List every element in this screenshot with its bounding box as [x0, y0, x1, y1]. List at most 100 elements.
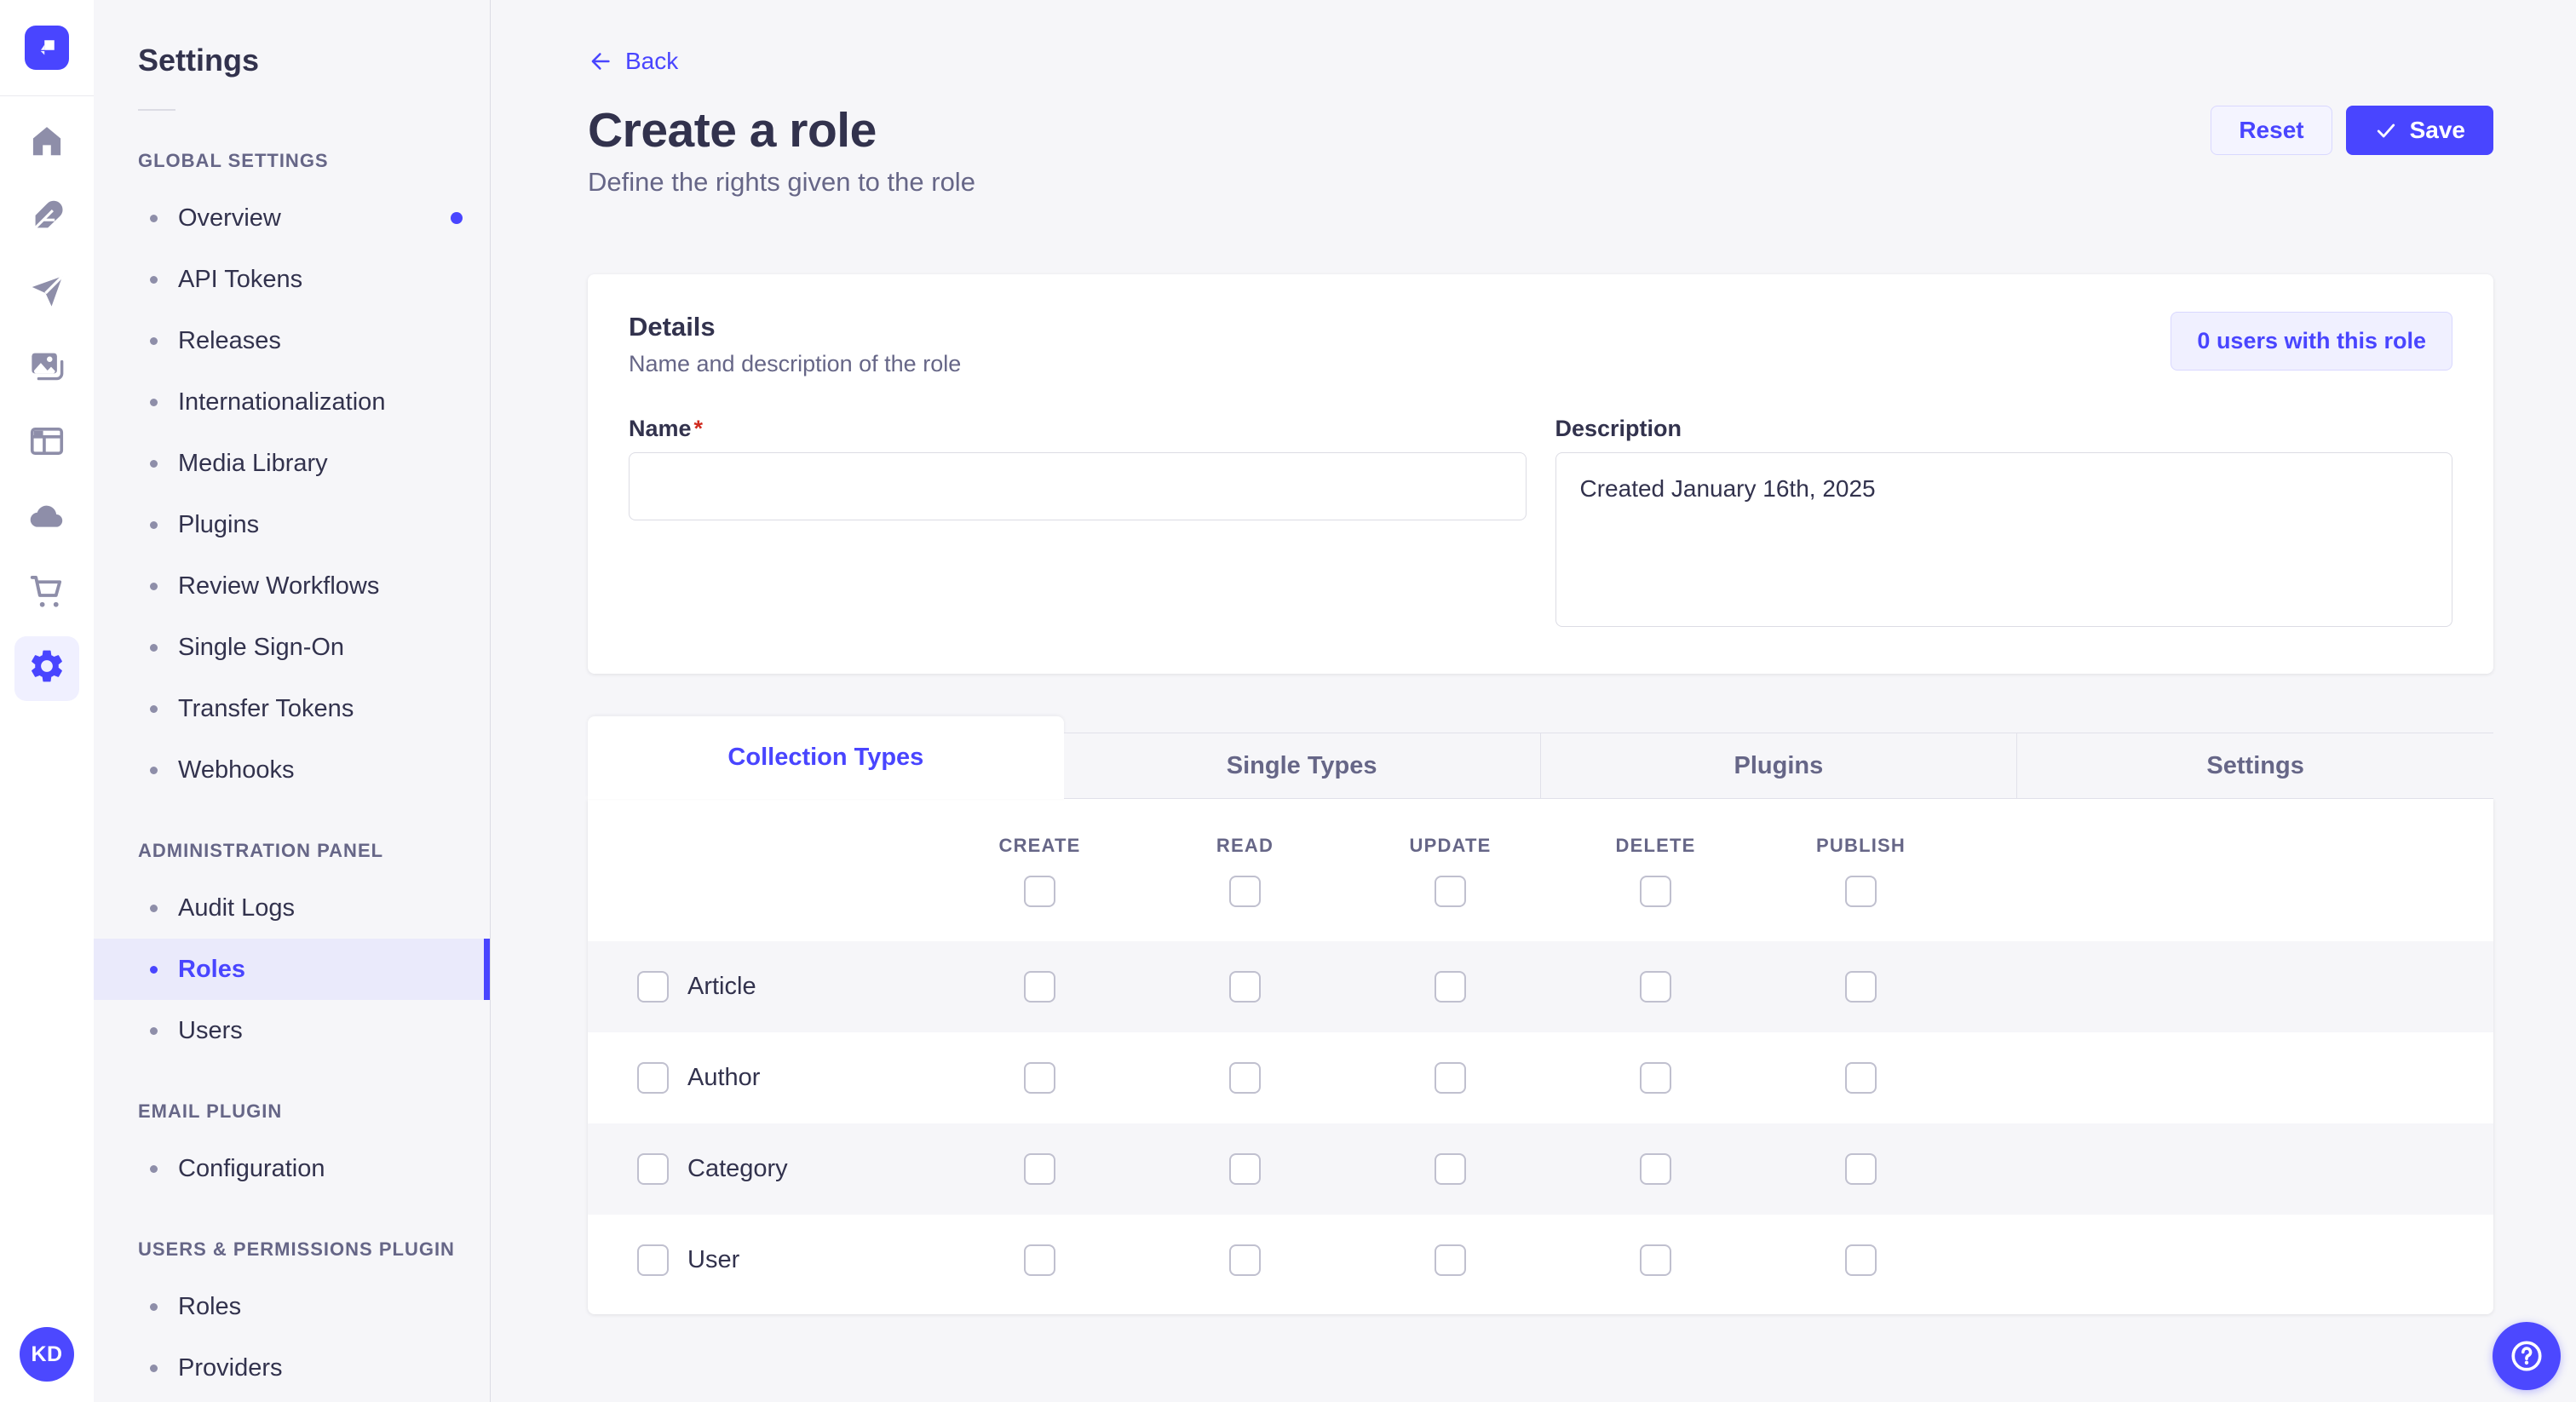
- help-button[interactable]: [2493, 1322, 2561, 1390]
- sidebar-item-label: Review Workflows: [178, 572, 380, 600]
- author-delete-checkbox[interactable]: [1640, 1062, 1671, 1094]
- strapi-logo-glyph: [40, 40, 55, 55]
- article-delete-checkbox[interactable]: [1640, 971, 1671, 1003]
- rail-media-images-button[interactable]: [14, 336, 79, 401]
- tab-plugins[interactable]: Plugins: [1539, 733, 2017, 799]
- select-all-create-checkbox[interactable]: [1024, 876, 1055, 907]
- bullet-dot: [150, 643, 158, 652]
- users-with-role-button[interactable]: 0 users with this role: [2171, 312, 2452, 371]
- select-all-read-checkbox[interactable]: [1229, 876, 1261, 907]
- category-create-checkbox[interactable]: [1024, 1153, 1055, 1185]
- sidebar-section-label: EMAIL PLUGIN: [138, 1100, 283, 1122]
- table-row-category: Category: [588, 1123, 2493, 1215]
- sidebar-item-releases[interactable]: Releases: [94, 310, 490, 371]
- logo-area: [0, 0, 94, 96]
- sidebar-item-overview[interactable]: Overview: [94, 187, 490, 249]
- rail-gear-button[interactable]: [14, 636, 79, 701]
- bullet-dot: [150, 1026, 158, 1035]
- sidebar-item-webhooks[interactable]: Webhooks: [94, 739, 490, 801]
- bullet-dot: [150, 704, 158, 713]
- bullet-dot: [150, 336, 158, 345]
- sidebar-item-users[interactable]: Users: [94, 1000, 490, 1061]
- user-publish-checkbox[interactable]: [1845, 1244, 1877, 1276]
- sidebar-section-label: ADMINISTRATION PANEL: [138, 840, 384, 861]
- sidebar-item-media-library[interactable]: Media Library: [94, 433, 490, 494]
- author-publish-checkbox[interactable]: [1845, 1062, 1877, 1094]
- row-article-checkbox[interactable]: [637, 971, 669, 1003]
- sidebar-item-audit-logs[interactable]: Audit Logs: [94, 877, 490, 939]
- column-header-create: CREATE: [998, 835, 1081, 856]
- author-read-checkbox[interactable]: [1229, 1062, 1261, 1094]
- row-label: Article: [687, 973, 756, 1000]
- page-title: Create a role: [588, 103, 877, 158]
- rail-feather-button[interactable]: [14, 187, 79, 251]
- category-delete-checkbox[interactable]: [1640, 1153, 1671, 1185]
- details-card: Details Name and description of the role…: [588, 274, 2493, 674]
- sidebar-item-label: Roles: [178, 955, 245, 983]
- back-label: Back: [625, 48, 679, 74]
- category-update-checkbox[interactable]: [1435, 1153, 1466, 1185]
- sidebar-item-label: Roles: [178, 1292, 242, 1320]
- name-input[interactable]: [629, 452, 1527, 520]
- bullet-dot: [150, 1302, 158, 1311]
- sidebar-item-label: Single Sign-On: [178, 633, 345, 661]
- sidebar-item-label: API Tokens: [178, 265, 303, 293]
- sidebar-item-roles[interactable]: Roles: [94, 1276, 490, 1337]
- user-create-checkbox[interactable]: [1024, 1244, 1055, 1276]
- sidebar-item-api-tokens[interactable]: API Tokens: [94, 249, 490, 310]
- user-read-checkbox[interactable]: [1229, 1244, 1261, 1276]
- row-author-checkbox[interactable]: [637, 1062, 669, 1094]
- home-icon: [27, 122, 66, 167]
- author-create-checkbox[interactable]: [1024, 1062, 1055, 1094]
- rail-paper-plane-button[interactable]: [14, 261, 79, 326]
- article-read-checkbox[interactable]: [1229, 971, 1261, 1003]
- article-publish-checkbox[interactable]: [1845, 971, 1877, 1003]
- sidebar-item-transfer-tokens[interactable]: Transfer Tokens: [94, 678, 490, 739]
- row-user-checkbox[interactable]: [637, 1244, 669, 1276]
- details-subtitle: Name and description of the role: [629, 351, 962, 376]
- save-button[interactable]: Save: [2345, 106, 2493, 155]
- arrow-left-icon: [591, 53, 610, 70]
- user-update-checkbox[interactable]: [1435, 1244, 1466, 1276]
- select-all-update-checkbox[interactable]: [1435, 876, 1466, 907]
- sidebar-divider: [138, 109, 175, 111]
- sidebar-item-plugins[interactable]: Plugins: [94, 494, 490, 555]
- tab-collection-types[interactable]: Collection Types: [588, 716, 1064, 799]
- bullet-dot: [150, 1164, 158, 1173]
- check-icon: [2377, 124, 2395, 138]
- sidebar-item-providers[interactable]: Providers: [94, 1337, 490, 1399]
- row-category-checkbox[interactable]: [637, 1153, 669, 1185]
- article-update-checkbox[interactable]: [1435, 971, 1466, 1003]
- reset-button[interactable]: Reset: [2211, 106, 2332, 155]
- user-avatar[interactable]: KD: [20, 1327, 74, 1382]
- user-delete-checkbox[interactable]: [1640, 1244, 1671, 1276]
- tab-settings[interactable]: Settings: [2016, 733, 2493, 799]
- sidebar-item-review-workflows[interactable]: Review Workflows: [94, 555, 490, 617]
- strapi-logo-icon[interactable]: [25, 26, 69, 70]
- category-publish-checkbox[interactable]: [1845, 1153, 1877, 1185]
- table-row-user: User: [588, 1215, 2493, 1306]
- description-textarea[interactable]: Created January 16th, 2025: [1555, 452, 2452, 627]
- author-update-checkbox[interactable]: [1435, 1062, 1466, 1094]
- rail-layout-button[interactable]: [14, 411, 79, 476]
- article-create-checkbox[interactable]: [1024, 971, 1055, 1003]
- rail-cloud-button[interactable]: [14, 486, 79, 551]
- save-label: Save: [2409, 117, 2465, 143]
- sidebar-item-configuration[interactable]: Configuration: [94, 1138, 490, 1199]
- select-all-publish-checkbox[interactable]: [1845, 876, 1877, 907]
- rail-shopping-cart-button[interactable]: [14, 561, 79, 626]
- category-read-checkbox[interactable]: [1229, 1153, 1261, 1185]
- tab-single-types[interactable]: Single Types: [1063, 733, 1540, 799]
- sidebar-item-internationalization[interactable]: Internationalization: [94, 371, 490, 433]
- media-images-icon: [27, 347, 66, 392]
- sidebar-section-label: GLOBAL SETTINGS: [138, 150, 329, 171]
- sidebar-item-single-sign-on[interactable]: Single Sign-On: [94, 617, 490, 678]
- rail-home-button[interactable]: [14, 112, 79, 176]
- back-link[interactable]: Back: [588, 48, 678, 75]
- select-all-delete-checkbox[interactable]: [1640, 876, 1671, 907]
- sidebar-item-roles[interactable]: Roles: [94, 939, 490, 1000]
- bullet-dot: [150, 965, 158, 974]
- shopping-cart-icon: [27, 572, 66, 617]
- column-header-delete: DELETE: [1615, 835, 1696, 856]
- header-spacer: [588, 876, 937, 907]
